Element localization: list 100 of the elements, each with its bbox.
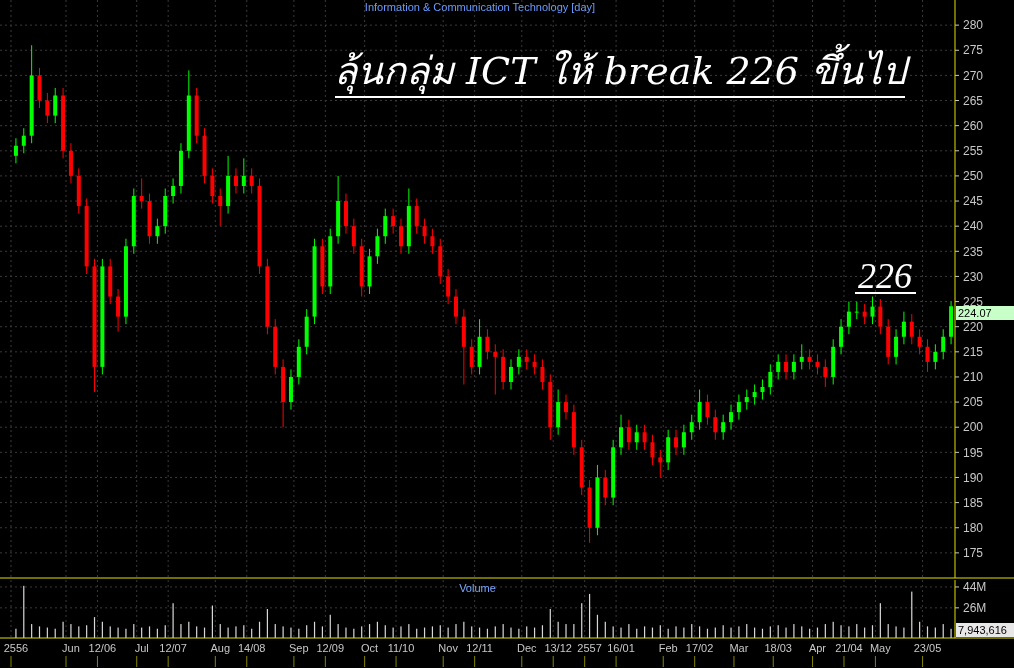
candlestick [721, 414, 726, 441]
x-tick-label: 23/05 [913, 642, 942, 654]
candlestick [446, 268, 451, 305]
candlestick [674, 429, 679, 456]
candlestick [171, 177, 176, 205]
candlestick [878, 298, 883, 335]
candlestick [784, 353, 789, 380]
x-tick-label: 12/06 [88, 642, 117, 654]
candlestick [776, 353, 781, 380]
y-tick-label: 270 [963, 68, 984, 83]
candlestick [603, 469, 608, 506]
y-tick-label: 220 [963, 319, 984, 334]
candlestick [139, 177, 144, 210]
candlestick [116, 288, 121, 333]
candlestick [493, 343, 498, 396]
y-tick-label: 260 [963, 118, 984, 133]
candlestick [241, 157, 246, 194]
candlestick [532, 353, 537, 375]
candlestick [509, 358, 513, 391]
y-tick-label: 240 [963, 219, 984, 234]
y-tick-label: 230 [963, 269, 984, 284]
candlestick [21, 127, 26, 154]
y-tick-label: 235 [963, 244, 984, 259]
candlestick [689, 414, 694, 441]
x-tick-label: Sep [289, 642, 309, 654]
x-tick-label: 13/12 [544, 642, 572, 654]
candlestick [917, 328, 922, 355]
y-tick-label: 44M [963, 580, 987, 595]
x-tick-label: 18/03 [764, 642, 792, 654]
candlestick [430, 228, 435, 255]
candlestick [619, 414, 624, 456]
candlestick [540, 358, 545, 391]
x-tick-label: 16/01 [607, 642, 635, 654]
x-tick-label: Jul [134, 642, 149, 654]
y-tick-label: 275 [963, 43, 984, 58]
candlestick [383, 208, 388, 245]
candlestick [414, 198, 419, 235]
x-tick-label: 21/04 [835, 642, 863, 654]
x-tick-label: Nov [438, 642, 459, 654]
y-tick-label: 245 [963, 194, 984, 209]
candlestick [839, 318, 844, 355]
candlestick [13, 137, 18, 164]
candlestick [799, 343, 804, 370]
y-tick-label: 195 [963, 445, 984, 460]
y-tick-label: 280 [963, 18, 984, 33]
candlestick [713, 409, 718, 441]
candlestick [375, 228, 380, 265]
y-tick-label: 210 [963, 370, 984, 385]
candlestick [705, 394, 710, 426]
y-tick-label: 225 [963, 294, 984, 309]
candlestick [901, 311, 906, 345]
candlestick [155, 218, 160, 245]
y-tick-label: 255 [963, 143, 984, 158]
candlestick [485, 328, 490, 360]
candlestick [249, 167, 254, 194]
candlestick [768, 363, 773, 396]
candlestick [681, 424, 686, 456]
x-tick-label: 12/09 [316, 642, 345, 654]
candlestick [791, 353, 796, 380]
candlestick [53, 87, 58, 124]
y-tick-label: 250 [963, 169, 984, 184]
x-tick-label: Jun [62, 642, 80, 654]
y-tick-label: 265 [963, 93, 984, 108]
candlestick [744, 389, 749, 411]
x-tick-label: May [869, 642, 892, 654]
candlestick [752, 384, 757, 406]
x-tick-label: Oct [360, 642, 379, 654]
candlestick [626, 419, 631, 451]
candlestick [642, 424, 647, 451]
x-tick-label: 14/08 [237, 642, 266, 654]
candlestick [391, 208, 396, 235]
candlestick [894, 328, 899, 365]
candlestick [909, 313, 914, 345]
candlestick [697, 389, 702, 431]
y-tick-label: 215 [963, 345, 984, 360]
x-tick-label: 12/11 [466, 642, 493, 654]
candlestick [218, 187, 223, 227]
candlestick [516, 348, 521, 375]
candlestick [870, 296, 875, 325]
candlestick [233, 167, 238, 194]
y-tick-label: 190 [963, 470, 984, 485]
x-tick-label: Mar [729, 642, 749, 654]
candlestick [941, 328, 946, 360]
candlestick [846, 301, 851, 335]
x-tick-label: 12/07 [159, 642, 187, 654]
candlestick [351, 218, 356, 255]
chart-title: Information & Communication Technology [day] [364, 1, 596, 13]
candlestick [650, 434, 655, 466]
y-tick-label: 200 [963, 420, 984, 435]
candlestick [45, 92, 50, 124]
candlestick [807, 348, 812, 370]
y-tick-label: 205 [963, 395, 984, 410]
x-tick-label: Apr [808, 642, 827, 654]
candlestick [815, 353, 820, 375]
x-tick-label: Aug [210, 642, 231, 654]
candlestick [398, 218, 403, 255]
x-tick-label: Feb [658, 642, 678, 654]
candlestick [564, 394, 569, 421]
candlestick [422, 218, 427, 245]
candlestick [933, 343, 938, 370]
